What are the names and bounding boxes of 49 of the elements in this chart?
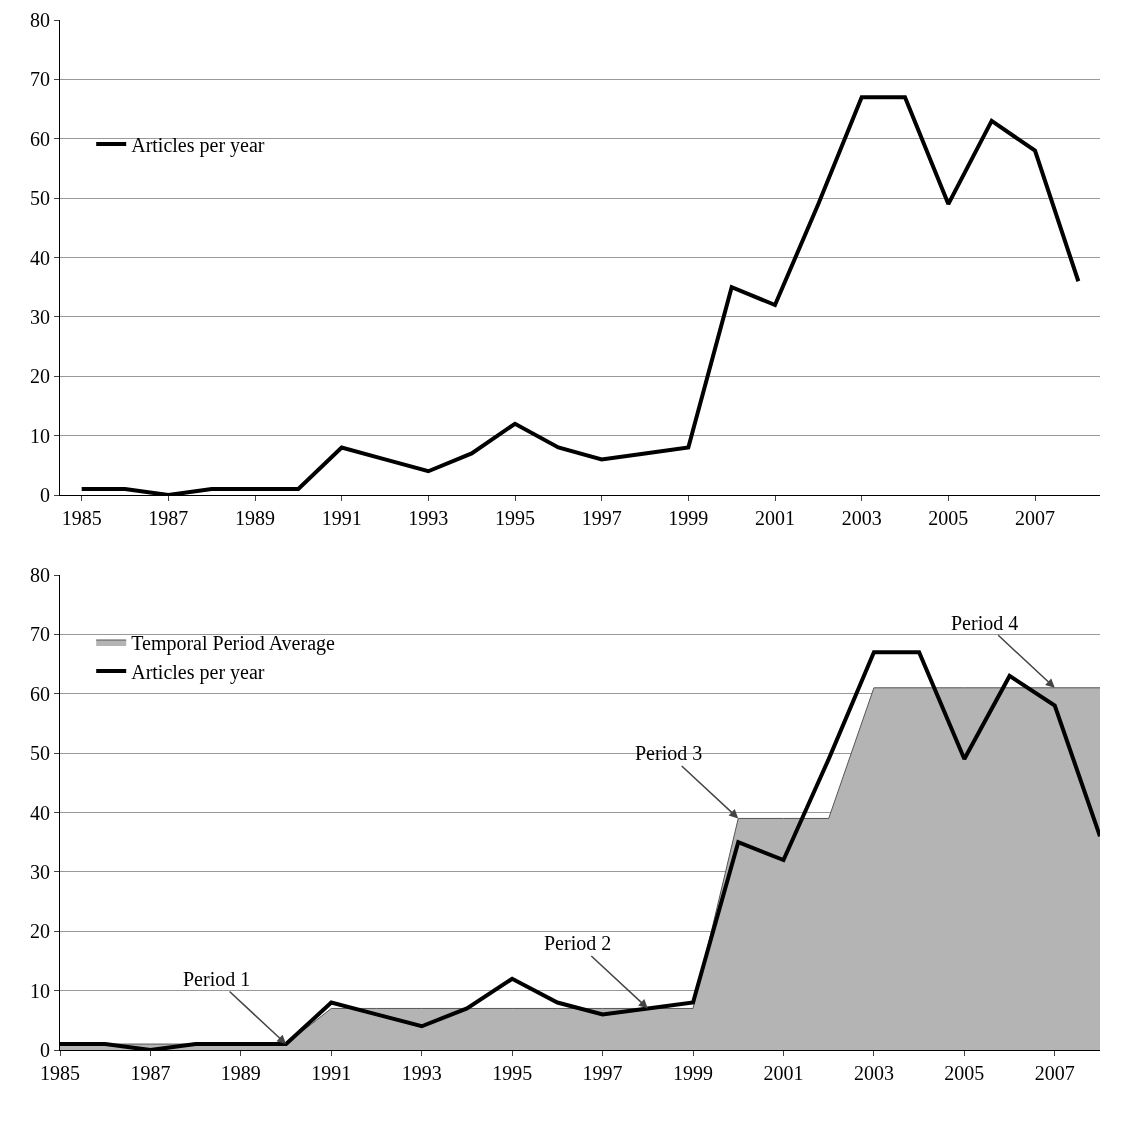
x-tick-label: 1993 (401, 1062, 442, 1084)
x-tick-label: 1995 (495, 507, 535, 529)
annotation: Period 2 (544, 932, 612, 954)
y-tick-label: 40 (30, 801, 50, 824)
x-tick-label: 1989 (235, 507, 275, 529)
y-tick-label: 10 (30, 424, 50, 447)
x-tick-label: 1985 (40, 1062, 80, 1084)
x-tick-label: 1997 (581, 507, 622, 529)
x-tick-label: 1993 (408, 507, 449, 529)
x-tick-label: 1999 (673, 1062, 714, 1084)
legend-label: Temporal Period Average (131, 631, 336, 655)
y-tick-label: 10 (30, 979, 50, 1002)
annotation: Period 4 (951, 612, 1019, 634)
y-tick-label: 20 (30, 920, 50, 943)
y-tick-label: 80 (30, 564, 50, 586)
x-tick-label: 1987 (130, 1062, 171, 1084)
x-tick-label: 1999 (668, 507, 709, 529)
y-tick-label: 40 (30, 246, 50, 269)
legend-label: Articles per year (131, 133, 265, 157)
x-tick-label: 2003 (841, 507, 882, 529)
y-tick-label: 0 (40, 484, 50, 506)
x-tick-label: 1987 (148, 507, 189, 529)
x-tick-label: 2007 (1015, 507, 1055, 529)
y-tick-label: 60 (30, 682, 50, 705)
x-tick-label: 1997 (582, 1062, 623, 1084)
annotation: Period 1 (183, 968, 251, 990)
annotation: Period 3 (635, 742, 703, 764)
y-tick-label: 80 (30, 9, 50, 31)
x-tick-label: 1985 (61, 507, 102, 529)
x-tick-label: 1991 (311, 1062, 352, 1084)
y-tick-label: 30 (30, 860, 50, 883)
x-tick-label: 1989 (220, 1062, 261, 1084)
x-tick-label: 2003 (853, 1062, 894, 1084)
y-tick-label: 70 (30, 68, 50, 91)
y-tick-label: 50 (30, 742, 50, 765)
y-tick-label: 70 (30, 623, 50, 646)
x-tick-label: 2005 (944, 1062, 985, 1084)
x-tick-label: 2001 (763, 1062, 804, 1084)
y-tick-label: 30 (30, 305, 50, 328)
y-tick-label: 50 (30, 187, 50, 210)
y-tick-label: 0 (40, 1039, 50, 1061)
x-tick-label: 1991 (321, 507, 362, 529)
x-tick-label: 2005 (928, 507, 969, 529)
x-tick-label: 2001 (755, 507, 795, 529)
y-tick-label: 20 (30, 365, 50, 388)
y-tick-label: 60 (30, 127, 50, 150)
x-tick-label: 1995 (492, 1062, 533, 1084)
x-tick-label: 2007 (1034, 1062, 1075, 1084)
legend-label: Articles per year (131, 660, 265, 684)
